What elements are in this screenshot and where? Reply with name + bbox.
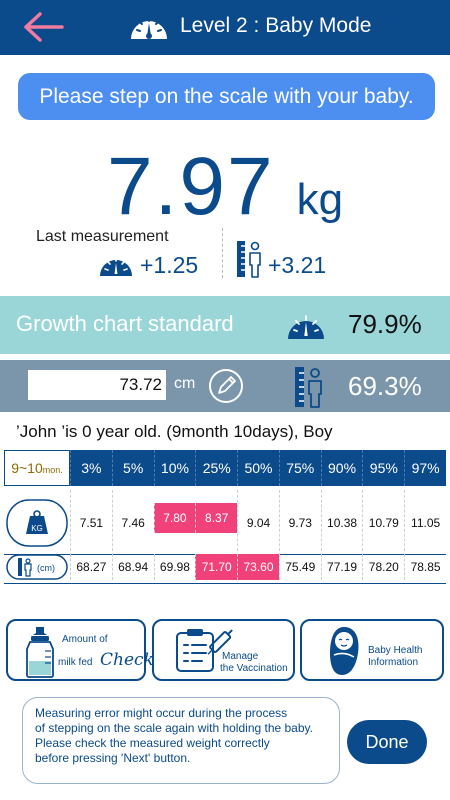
- back-arrow-icon[interactable]: [22, 10, 66, 44]
- done-button[interactable]: Done: [347, 720, 427, 764]
- height-percentile-row: (cm) 68.27 68.94 69.98 71.70 73.60 75.49 77.19…: [4, 554, 446, 580]
- weight-delta: +1.25: [140, 252, 199, 278]
- page-title: Level 2 : Baby Mode: [180, 14, 372, 37]
- height-percentile-cell: 78.20: [362, 554, 404, 580]
- height-percentile-cell: 69.98: [153, 554, 196, 580]
- weight-percentile-cell: 8.37: [195, 503, 238, 533]
- kg-icon-label: KG: [31, 524, 43, 533]
- baby-bottle-icon: [26, 627, 54, 678]
- height-percentile-cell: 71.70: [195, 554, 238, 580]
- manage-vaccination-button[interactable]: Manage the Vaccination: [152, 619, 295, 681]
- height-ruler-icon: [295, 367, 322, 408]
- weight-unit: kg: [296, 175, 344, 224]
- percentile-header: 5%: [111, 450, 154, 486]
- vaccination-clipboard-icon: [176, 629, 233, 672]
- vaccination-label-1: Manage: [222, 651, 259, 662]
- measurement-notice: Measuring error might occur during the p…: [22, 697, 340, 784]
- weight-percentile-cell: 9.04: [237, 490, 279, 556]
- scale-gauge-icon: [131, 16, 167, 39]
- milk-fed-label-1: Amount of: [62, 634, 108, 645]
- health-info-label-1: Baby Health: [368, 645, 423, 656]
- percentile-header: 95%: [362, 450, 405, 486]
- edit-pencil-icon[interactable]: [208, 368, 244, 404]
- height-percentile: 69.3%: [348, 371, 422, 401]
- weight-percentile-cell: 11.05: [404, 490, 446, 556]
- weight-percentile: 79.9%: [348, 309, 422, 339]
- notice-line: Please check the measured weight correct…: [35, 736, 270, 750]
- height-percentile-cell: 68.27: [70, 554, 112, 580]
- height-percentile-cell: 77.19: [320, 554, 363, 580]
- app-header: Level 2 : Baby Mode: [0, 0, 450, 55]
- table-header: 9~10mon. 3% 5% 10% 25% 50% 75% 90% 95% 97%: [4, 450, 446, 486]
- percentile-header: 3%: [70, 450, 112, 486]
- vaccination-label-2: the Vaccination: [220, 663, 288, 674]
- milk-fed-check: Check!: [100, 650, 161, 670]
- percentile-header: 10%: [153, 450, 196, 486]
- percentile-header: 50%: [237, 450, 279, 486]
- percentile-header: 25%: [195, 450, 238, 486]
- weight-percentile-cell: 7.46: [111, 490, 154, 556]
- percentile-header: 90%: [320, 450, 363, 486]
- divider: [222, 228, 223, 278]
- notice-line: Measuring error might occur during the p…: [35, 706, 288, 720]
- height-ruler-icon: [237, 241, 261, 278]
- percentile-header: 75%: [278, 450, 321, 486]
- milk-fed-label-2: milk fed: [58, 657, 93, 668]
- weight-percentile-cell: 9.73: [278, 490, 321, 556]
- weight-display: 7.97 kg: [0, 140, 450, 232]
- growth-chart-label: Growth chart standard: [16, 311, 234, 336]
- height-cm-icon: (cm): [6, 554, 68, 580]
- age-range-unit: mon.: [42, 465, 63, 475]
- scale-gauge-icon: [288, 315, 324, 339]
- baby-info-text: ’John ’is 0 year old. (9month 10days), B…: [16, 422, 333, 441]
- weight-value: 7.97: [106, 141, 275, 232]
- height-input[interactable]: [28, 370, 166, 400]
- growth-chart-row: Growth chart standard 79.9%: [0, 296, 450, 354]
- weight-percentile-cell: 10.79: [362, 490, 404, 556]
- height-percentile-cell: 78.85: [404, 554, 446, 580]
- instruction-banner: Please step on the scale with your baby.: [18, 73, 435, 120]
- percentile-header: 97%: [404, 450, 446, 486]
- row-divider: [4, 583, 446, 584]
- height-delta: +3.21: [268, 252, 327, 278]
- height-unit: cm: [174, 375, 196, 392]
- swaddled-baby-icon: [330, 627, 359, 675]
- last-measurement-label: Last measurement: [36, 228, 169, 245]
- weight-percentile-cell: 10.38: [320, 490, 363, 556]
- weight-percentile-cell: 7.80: [153, 503, 196, 533]
- scale-gauge-icon: [100, 256, 132, 276]
- weight-kg-icon: KG: [6, 499, 68, 547]
- weight-percentile-cell: 7.51: [70, 490, 112, 556]
- height-percentile-cell: 75.49: [278, 554, 321, 580]
- age-range-label: 9~10mon.: [4, 450, 70, 486]
- height-percentile-cell: 73.60: [237, 554, 279, 580]
- cm-icon-label: (cm): [37, 563, 55, 573]
- height-entry-row: cm 69.3%: [0, 360, 450, 412]
- weight-percentile-row: KG 7.51 7.46 7.80 8.37 9.04 9.73 10.38 10.79 11.…: [4, 490, 446, 556]
- notice-line: of stepping on the scale again with hold…: [35, 721, 313, 735]
- age-range-value: 9~10: [11, 460, 43, 476]
- notice-line: before pressing 'Next' button.: [35, 751, 191, 765]
- height-percentile-cell: 68.94: [111, 554, 154, 580]
- health-info-label-2: Information: [368, 657, 419, 668]
- milk-fed-check-button[interactable]: Amount of milk fed Check!: [6, 619, 161, 681]
- baby-health-info-button[interactable]: Baby Health Information: [300, 619, 444, 681]
